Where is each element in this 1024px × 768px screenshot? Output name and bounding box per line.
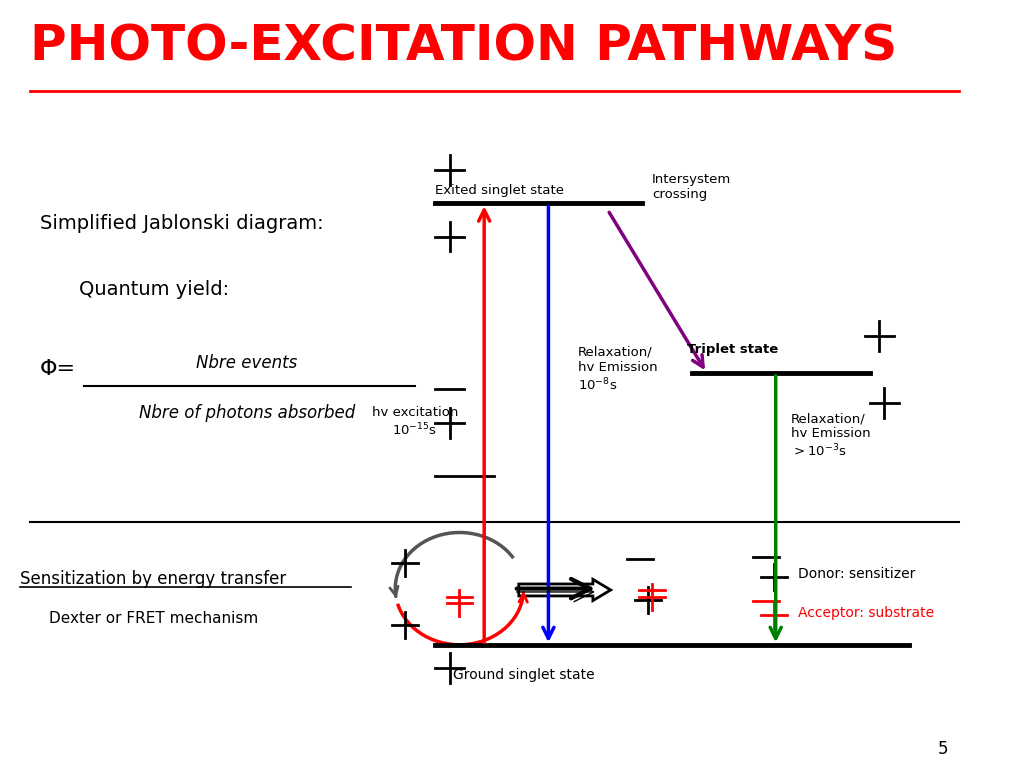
Text: Exited singlet state: Exited singlet state: [435, 184, 564, 197]
Text: Relaxation/
hv Emission
$>10^{-3}$s: Relaxation/ hv Emission $>10^{-3}$s: [791, 412, 870, 459]
Text: Ground singlet state: Ground singlet state: [453, 668, 595, 682]
Text: Acceptor: substrate: Acceptor: substrate: [799, 605, 935, 620]
Text: Sensitization by energy transfer: Sensitization by energy transfer: [19, 570, 286, 588]
Text: hv excitation
$10^{-15}$s: hv excitation $10^{-15}$s: [372, 406, 458, 439]
FancyArrow shape: [519, 579, 610, 601]
Text: 5: 5: [938, 740, 948, 758]
Text: Donor: sensitizer: Donor: sensitizer: [799, 567, 915, 581]
Text: Intersystem
crossing: Intersystem crossing: [652, 173, 731, 200]
Text: PHOTO-EXCITATION PATHWAYS: PHOTO-EXCITATION PATHWAYS: [30, 23, 897, 71]
Text: Nbre events: Nbre events: [197, 354, 298, 372]
Text: Simplified Jablonski diagram:: Simplified Jablonski diagram:: [40, 214, 324, 233]
Text: Nbre of photons absorbed: Nbre of photons absorbed: [139, 404, 355, 422]
Text: Relaxation/
hv Emission
$10^{-8}$s: Relaxation/ hv Emission $10^{-8}$s: [579, 346, 657, 393]
Text: Quantum yield:: Quantum yield:: [79, 280, 229, 300]
Text: Triplet state: Triplet state: [687, 343, 778, 356]
Text: Dexter or FRET mechanism: Dexter or FRET mechanism: [49, 611, 259, 626]
Text: Φ=: Φ=: [40, 359, 76, 379]
